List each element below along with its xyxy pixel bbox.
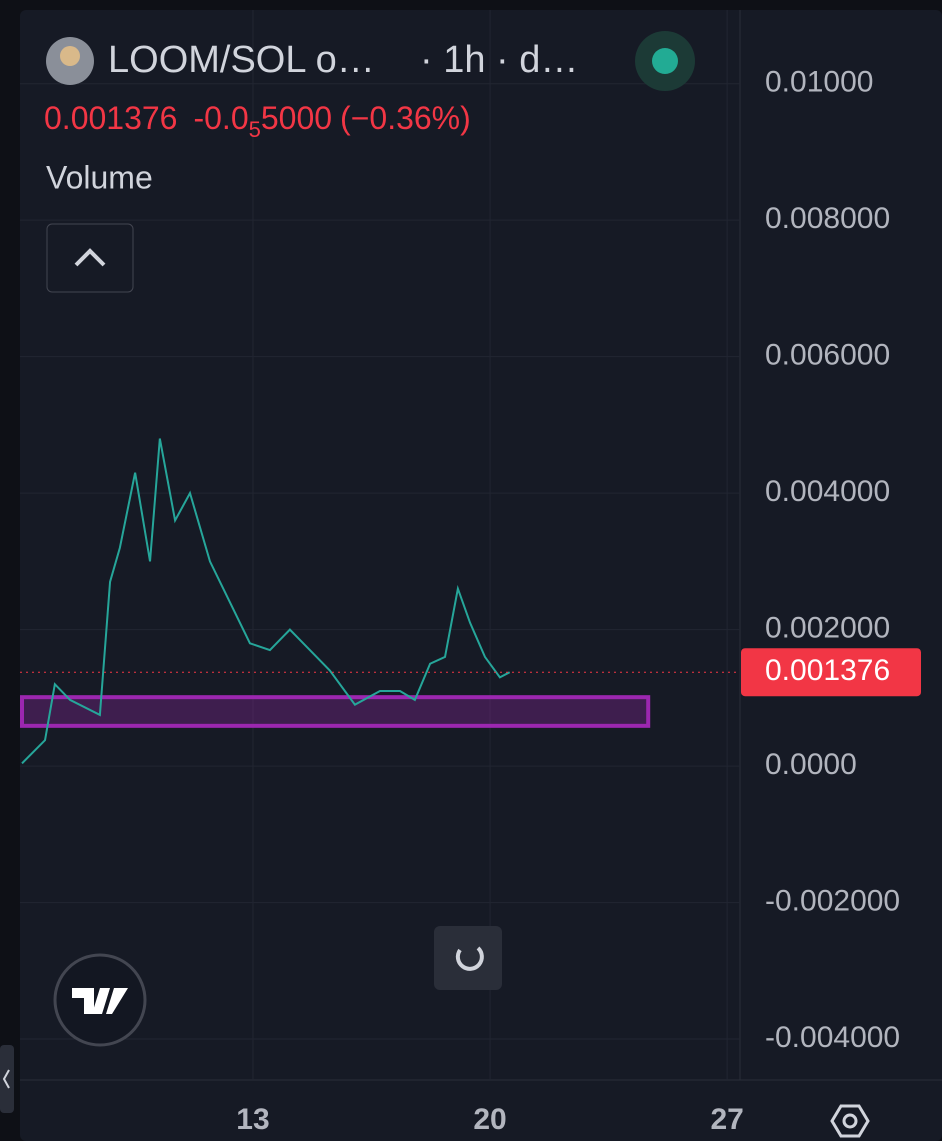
change-rest: 5000 (261, 100, 332, 136)
study-label[interactable]: Volume (46, 159, 153, 195)
y-tick-label: 0.008000 (765, 202, 890, 235)
last-price-label: 0.001376 (765, 654, 890, 687)
price-line: 0.001376 -0.055000 (−0.36%) (44, 100, 471, 141)
x-tick-label: 20 (473, 1103, 506, 1136)
side-toggle-icon (2, 1069, 10, 1089)
token-avatar-face (60, 46, 80, 66)
price-line (21, 438, 511, 765)
symbol[interactable]: LOOM/SOL o… (108, 39, 375, 81)
y-tick-label: 0.0000 (765, 748, 857, 781)
y-tick-label: 0.006000 (765, 339, 890, 372)
interval[interactable]: · 1h · d… (420, 39, 578, 81)
reset-icon (455, 946, 484, 971)
status-dot (652, 48, 678, 74)
collapse-button[interactable] (46, 223, 134, 293)
side-toggle[interactable] (0, 1045, 14, 1113)
y-tick-label: 0.002000 (765, 612, 890, 645)
x-tick-label: 13 (236, 1103, 269, 1136)
chart-panel (20, 10, 942, 1141)
change-pct: (−0.36%) (340, 100, 471, 136)
y-tick-label: -0.002000 (765, 884, 900, 917)
tv-logo-mark (72, 988, 128, 1014)
last-price-badge (741, 648, 921, 697)
change-prefix: -0.0 (193, 100, 248, 136)
reset-button[interactable] (434, 926, 502, 990)
y-tick-label: 0.01000 (765, 66, 873, 99)
collapse-icon (74, 248, 106, 267)
x-tick-label: 27 (710, 1103, 743, 1136)
y-tick-label: -0.004000 (765, 1021, 900, 1054)
support-zone (20, 695, 651, 728)
header-price: 0.001376 (44, 100, 177, 136)
change-sub: 5 (249, 117, 261, 142)
settings-icon[interactable] (830, 1104, 870, 1138)
y-tick-label: 0.004000 (765, 475, 890, 508)
settings-icon-center (842, 1113, 858, 1129)
